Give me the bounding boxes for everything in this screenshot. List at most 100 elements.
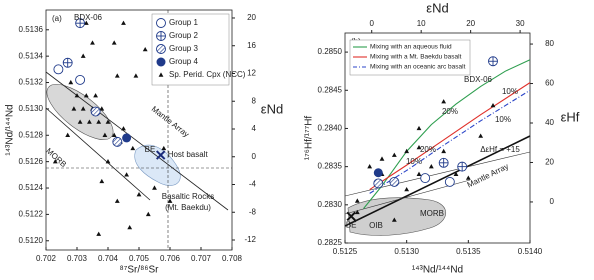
panel: 0.5125 0.5130 0.5135 0.5140 0.2825 0.2830 0.28… — [304, 0, 580, 275]
annotation: MORB — [44, 146, 68, 169]
point — [105, 119, 111, 124]
x-axis-title: ⁸⁷Sr/⁸⁶Sr — [120, 265, 160, 276]
x-tick-label: 0.703 — [67, 254, 88, 263]
dot — [53, 64, 64, 75]
triangle — [404, 148, 410, 154]
point — [438, 157, 449, 168]
triangle — [379, 156, 385, 161]
triangle — [124, 172, 129, 177]
y2-tick-label: 4 — [252, 124, 257, 133]
point — [145, 211, 151, 217]
point — [121, 126, 126, 131]
triangle — [121, 126, 126, 131]
triangle — [102, 132, 108, 137]
triangle — [404, 186, 410, 192]
triangle — [133, 73, 139, 78]
y-tick-label: 0.5130 — [19, 104, 44, 113]
triangle — [441, 99, 447, 104]
x-tick-label: 0.704 — [98, 254, 119, 263]
annotation: BDX-06 — [464, 75, 493, 84]
reference-point — [346, 211, 356, 221]
point — [102, 132, 108, 137]
point — [75, 74, 86, 85]
point — [488, 56, 498, 67]
annotation: Mantle Array — [150, 104, 191, 139]
point — [53, 64, 64, 75]
y2-tick-label: 0 — [550, 197, 555, 206]
triangle — [161, 145, 167, 151]
y-axis-title: ¹⁷⁶Hf/¹⁷⁷Hf — [304, 116, 315, 161]
legend-label: Mixing with a Mt. Baekdu basalt — [370, 54, 462, 61]
annotation: OIB — [369, 221, 383, 230]
annotation: BE — [145, 145, 156, 154]
x-tick-label: 0.706 — [160, 254, 181, 263]
dot — [444, 176, 455, 187]
triangle — [490, 102, 496, 108]
dot — [156, 57, 166, 67]
y2-tick-label: 20 — [247, 13, 256, 22]
point — [441, 99, 447, 104]
annotation: MORB — [420, 209, 444, 218]
point — [156, 57, 166, 67]
point — [99, 178, 105, 184]
dot — [156, 18, 166, 28]
triangle — [83, 93, 89, 98]
y-tick-label: 0.2845 — [318, 85, 343, 94]
cross — [155, 150, 166, 160]
cross — [346, 211, 356, 221]
triangle — [90, 40, 95, 45]
x2-tick-label: 0 — [369, 19, 374, 28]
point — [490, 102, 496, 108]
x2-tick-label: 20 — [466, 19, 475, 28]
x-tick-label: 0.702 — [36, 254, 57, 263]
y-tick-label: 0.2825 — [318, 238, 343, 247]
annotation: BDX-06 — [74, 13, 103, 22]
triangle — [99, 106, 105, 111]
triangle — [65, 132, 71, 137]
point — [62, 57, 73, 68]
y-tick-label: 0.5136 — [19, 25, 44, 34]
point — [373, 168, 383, 178]
point — [80, 53, 86, 58]
triangle — [114, 198, 120, 203]
dot — [373, 168, 383, 178]
triangle — [416, 171, 422, 176]
y2-tick-label: -12 — [244, 235, 256, 244]
triangle — [71, 106, 77, 111]
legend-label: Group 3 — [169, 44, 198, 53]
y-tick-label: 0.2840 — [318, 124, 343, 133]
triangle — [52, 159, 58, 164]
mantle-array-b — [344, 135, 531, 227]
triangle — [87, 119, 92, 124]
point — [114, 73, 120, 78]
baekdu-field — [134, 144, 181, 186]
triangle — [136, 192, 142, 197]
legend-label: Group 2 — [169, 31, 198, 40]
x-tick-label: 0.705 — [129, 254, 150, 263]
point — [465, 175, 471, 180]
point — [367, 164, 373, 169]
point — [127, 224, 133, 230]
mantle-array-upper — [45, 71, 229, 211]
triangle — [354, 209, 360, 215]
triangle — [80, 53, 86, 58]
plot-frame — [344, 32, 531, 244]
triangle — [453, 171, 459, 176]
point — [96, 119, 102, 124]
triangle — [83, 20, 89, 25]
point — [124, 172, 129, 177]
point — [93, 93, 98, 98]
point — [77, 119, 83, 124]
mixing-curve — [369, 89, 531, 194]
triangle — [96, 231, 102, 236]
point — [122, 133, 132, 143]
triangle — [152, 185, 157, 190]
mixing-curve — [363, 59, 531, 209]
triangle — [68, 79, 74, 85]
y2-tick-label: 20 — [545, 158, 554, 167]
point — [416, 125, 422, 131]
y-tick-label: 0.5124 — [19, 183, 44, 192]
point — [80, 106, 86, 111]
x-tick-label: 0.707 — [191, 254, 212, 263]
